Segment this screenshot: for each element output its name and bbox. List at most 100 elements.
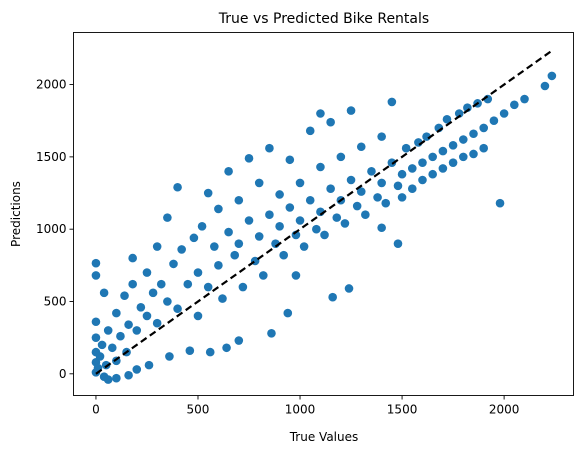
data-point — [267, 329, 276, 338]
data-point — [469, 129, 478, 139]
data-point — [91, 317, 101, 327]
data-point — [489, 116, 499, 126]
data-point — [418, 158, 427, 167]
data-point — [397, 193, 407, 202]
data-point — [479, 123, 489, 133]
data-point — [259, 271, 268, 280]
data-point — [142, 268, 152, 277]
data-point — [165, 352, 174, 361]
data-point — [173, 182, 182, 192]
y-tick-label: 0 — [59, 367, 67, 381]
data-point — [152, 242, 162, 251]
data-point — [401, 143, 411, 153]
data-point — [275, 190, 284, 199]
data-point — [163, 213, 172, 222]
data-point — [254, 232, 264, 241]
data-point — [285, 155, 295, 165]
data-point — [299, 242, 309, 251]
data-point — [142, 311, 152, 321]
data-point — [326, 117, 335, 127]
data-point — [346, 106, 356, 115]
data-point — [210, 242, 219, 251]
data-point — [214, 204, 223, 214]
data-point — [234, 239, 244, 248]
data-point — [407, 184, 417, 193]
data-point — [283, 308, 293, 318]
data-point — [367, 167, 376, 176]
data-point — [234, 195, 244, 205]
y-tick-label: 2000 — [36, 78, 67, 92]
data-point — [124, 320, 133, 329]
data-point — [163, 297, 172, 306]
data-point — [540, 81, 550, 91]
data-point — [428, 152, 437, 162]
data-point — [418, 175, 427, 185]
data-point — [112, 308, 121, 318]
data-point — [103, 375, 113, 384]
data-point — [387, 97, 397, 107]
data-point — [454, 109, 464, 118]
data-point — [291, 271, 301, 280]
y-tick-label: 500 — [44, 294, 67, 308]
data-point — [336, 152, 346, 162]
data-point — [448, 158, 458, 167]
data-point — [438, 164, 448, 173]
data-point — [381, 198, 391, 208]
data-point — [124, 370, 133, 380]
data-point — [499, 109, 509, 118]
data-point — [428, 169, 437, 179]
x-tick-label: 0 — [92, 403, 100, 417]
data-point — [295, 178, 305, 188]
data-point — [459, 135, 468, 144]
data-point — [320, 230, 329, 240]
data-point — [116, 331, 125, 341]
data-point — [387, 158, 397, 167]
data-point — [132, 365, 142, 374]
data-point — [214, 261, 223, 270]
data-point — [442, 114, 452, 124]
data-point — [407, 164, 417, 173]
data-point — [510, 100, 519, 110]
data-point — [193, 268, 203, 277]
data-point — [352, 201, 362, 211]
scatter-points — [91, 71, 557, 384]
data-point — [203, 188, 213, 198]
data-point — [356, 142, 366, 152]
data-point — [177, 245, 186, 254]
data-point — [120, 291, 129, 301]
data-point — [128, 279, 137, 289]
data-point — [224, 227, 233, 237]
data-point — [91, 271, 101, 280]
data-point — [361, 210, 370, 220]
data-point — [222, 343, 231, 353]
data-point — [112, 373, 121, 383]
data-point — [356, 187, 366, 196]
data-point — [316, 109, 325, 118]
reference-line-y-equals-x — [95, 49, 553, 375]
data-point — [438, 146, 448, 156]
data-point — [91, 333, 101, 342]
x-tick-label: 500 — [187, 403, 210, 417]
data-point — [479, 143, 489, 153]
y-tick-label: 1500 — [36, 150, 67, 164]
data-point — [203, 282, 213, 292]
y-tick-label: 1000 — [36, 222, 67, 236]
plot-frame — [73, 32, 574, 396]
data-point — [397, 169, 407, 179]
data-point — [185, 346, 195, 355]
data-point — [95, 352, 105, 361]
data-point — [265, 143, 274, 153]
data-point — [377, 223, 386, 233]
data-point — [103, 326, 113, 335]
data-point — [99, 288, 109, 298]
data-point — [295, 216, 305, 225]
data-point — [136, 302, 146, 312]
plot-area — [73, 32, 574, 396]
data-point — [393, 239, 403, 248]
data-point — [265, 210, 274, 220]
data-point — [254, 178, 264, 188]
chart-title: True vs Predicted Bike Rentals — [218, 11, 429, 27]
data-point — [520, 94, 529, 104]
data-point — [328, 292, 337, 302]
data-point — [144, 360, 154, 370]
